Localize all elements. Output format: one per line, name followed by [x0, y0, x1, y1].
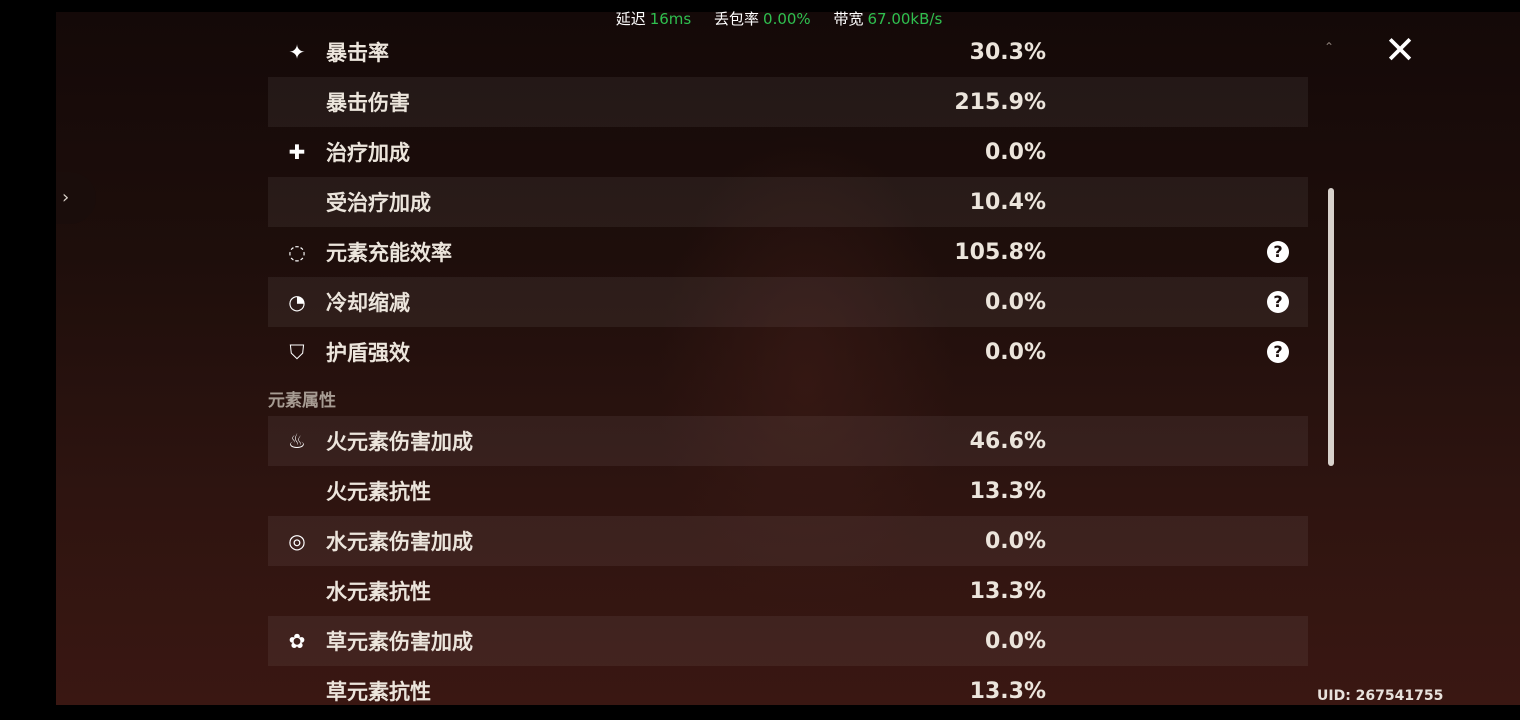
cooldown-icon: ◔ [288, 290, 306, 314]
stat-row: ♨ 火元素伤害加成 46.6% [268, 416, 1308, 466]
help-icon[interactable]: ? [1267, 341, 1289, 363]
stat-row: ◌ 元素充能效率 105.8%? [268, 227, 1308, 277]
stat-label: 水元素伤害加成 [326, 530, 473, 554]
section-title-elemental: 元素属性 [268, 391, 336, 411]
scroll-up-icon[interactable]: ⌃ [1324, 40, 1335, 54]
stat-label: 草元素抗性 [326, 680, 431, 704]
stat-label: 护盾强效 [326, 341, 410, 365]
stat-label: 暴击率 [326, 41, 389, 65]
stat-value: 215.9% [954, 89, 1046, 115]
stat-value: 13.3% [969, 578, 1046, 604]
stat-value: 13.3% [969, 678, 1046, 704]
uid-label: UID: 267541755 [1317, 688, 1444, 704]
healing-cross-icon: ✚ [288, 140, 306, 164]
energy-recharge-icon: ◌ [288, 240, 306, 264]
stat-row: ⛉ 护盾强效 0.0%? [268, 327, 1308, 377]
latency-label: 延迟 [615, 10, 646, 28]
character-backdrop [656, 132, 956, 632]
latency-value: 16ms [649, 10, 692, 28]
help-icon[interactable]: ? [1267, 291, 1289, 313]
stat-value: 46.6% [969, 428, 1046, 454]
stat-label: 水元素抗性 [326, 580, 431, 604]
pyro-icon: ♨ [288, 429, 306, 453]
crit-star-icon: ✦ [288, 40, 306, 64]
dendro-icon: ✿ [288, 629, 306, 653]
stat-row: 草元素抗性 13.3% [268, 666, 1308, 716]
bandwidth-label: 带宽 [833, 10, 864, 28]
hydro-icon: ◎ [288, 529, 306, 553]
stat-label: 草元素伤害加成 [326, 630, 473, 654]
network-status-bar: 延迟 16ms 丢包率 0.00% 带宽 67.00kB/s [0, 8, 1520, 29]
scrollbar-thumb[interactable] [1328, 188, 1334, 466]
help-icon[interactable]: ? [1267, 241, 1289, 263]
stat-row: ✿ 草元素伤害加成 0.0% [268, 616, 1308, 666]
stat-label: 元素充能效率 [326, 241, 452, 265]
close-button[interactable]: ✕ [1384, 28, 1416, 72]
stat-value: 0.0% [984, 289, 1046, 315]
stat-row: 受治疗加成 10.4% [268, 177, 1308, 227]
stat-row: 暴击伤害 215.9% [268, 77, 1308, 127]
stat-label: 受治疗加成 [326, 191, 431, 215]
stat-row: ◎ 水元素伤害加成 0.0% [268, 516, 1308, 566]
stat-row: ◔ 冷却缩减 0.0%? [268, 277, 1308, 327]
bandwidth-value: 67.00kB/s [867, 10, 943, 28]
stat-row: 水元素抗性 13.3% [268, 566, 1308, 616]
stat-value: 13.3% [969, 478, 1046, 504]
stat-value: 0.0% [984, 339, 1046, 365]
stat-value: 0.0% [984, 528, 1046, 554]
shield-icon: ⛉ [289, 340, 305, 364]
side-panel-toggle[interactable]: › [56, 172, 96, 224]
packet-loss-label: 丢包率 [714, 10, 760, 28]
chevron-right-icon: › [62, 187, 70, 208]
stat-label: 火元素伤害加成 [326, 430, 473, 454]
stat-label: 冷却缩减 [326, 291, 410, 315]
stat-value: 0.0% [984, 139, 1046, 165]
packet-loss-value: 0.00% [763, 10, 811, 28]
stat-label: 火元素抗性 [326, 480, 431, 504]
stat-value: 105.8% [954, 239, 1046, 265]
stats-list[interactable]: ✦ 暴击率 30.3% 暴击伤害 215.9% ✚ 治疗加成 0.0% 受治疗加成 10.4% ◌ 元… [268, 27, 1308, 716]
stat-value: 0.0% [984, 628, 1046, 654]
stat-value: 10.4% [969, 189, 1046, 215]
stat-row: ✦ 暴击率 30.3% [268, 27, 1308, 77]
stat-label: 治疗加成 [326, 141, 410, 165]
stat-row: ✚ 治疗加成 0.0% [268, 127, 1308, 177]
stat-value: 30.3% [969, 39, 1046, 65]
stat-row: 火元素抗性 13.3% [268, 466, 1308, 516]
stat-label: 暴击伤害 [326, 91, 410, 115]
